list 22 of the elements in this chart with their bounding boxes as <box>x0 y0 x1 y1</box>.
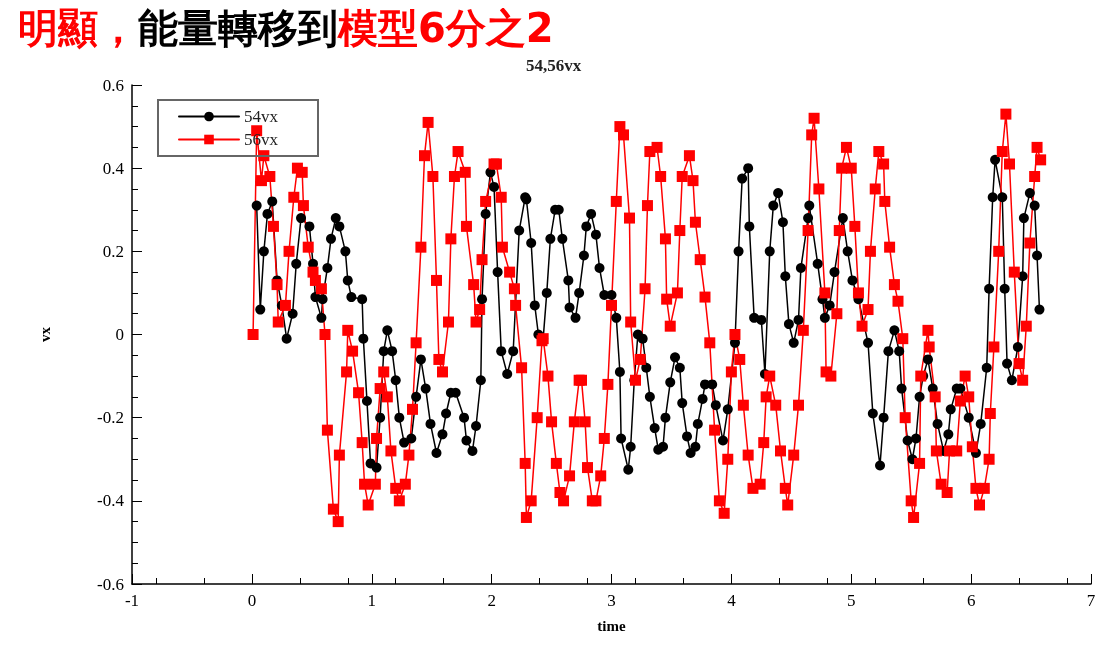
x-tick-label: 7 <box>1086 591 1096 610</box>
y-tick-label: 0 <box>115 325 124 344</box>
x-tick-label: 2 <box>487 591 496 610</box>
x-tick-label: 1 <box>367 591 376 610</box>
y-tick-label: -0.4 <box>97 491 125 511</box>
y-tick-label: -0.2 <box>97 408 124 428</box>
x-tick-label: 3 <box>607 591 616 610</box>
y-tick-label: 0.4 <box>102 158 125 178</box>
x-tick-label: 0 <box>247 591 257 610</box>
x-tick-label: 5 <box>847 591 856 610</box>
legend-label: 54vx <box>244 107 279 126</box>
x-tick-label: -1 <box>124 591 140 610</box>
y-tick-label: -0.6 <box>97 574 124 594</box>
x-axis-title: time <box>597 617 626 634</box>
text: 能量轉移到 <box>138 5 338 51</box>
y-tick-label: 0.6 <box>102 75 124 95</box>
y-axis-title: vx <box>36 326 53 342</box>
x-tick-label: 4 <box>727 591 737 610</box>
y-tick-label: 0.2 <box>102 241 124 261</box>
text: 明顯， <box>18 5 138 51</box>
chart-title: 54,56vx <box>525 56 582 75</box>
x-tick-label: 6 <box>966 591 976 610</box>
